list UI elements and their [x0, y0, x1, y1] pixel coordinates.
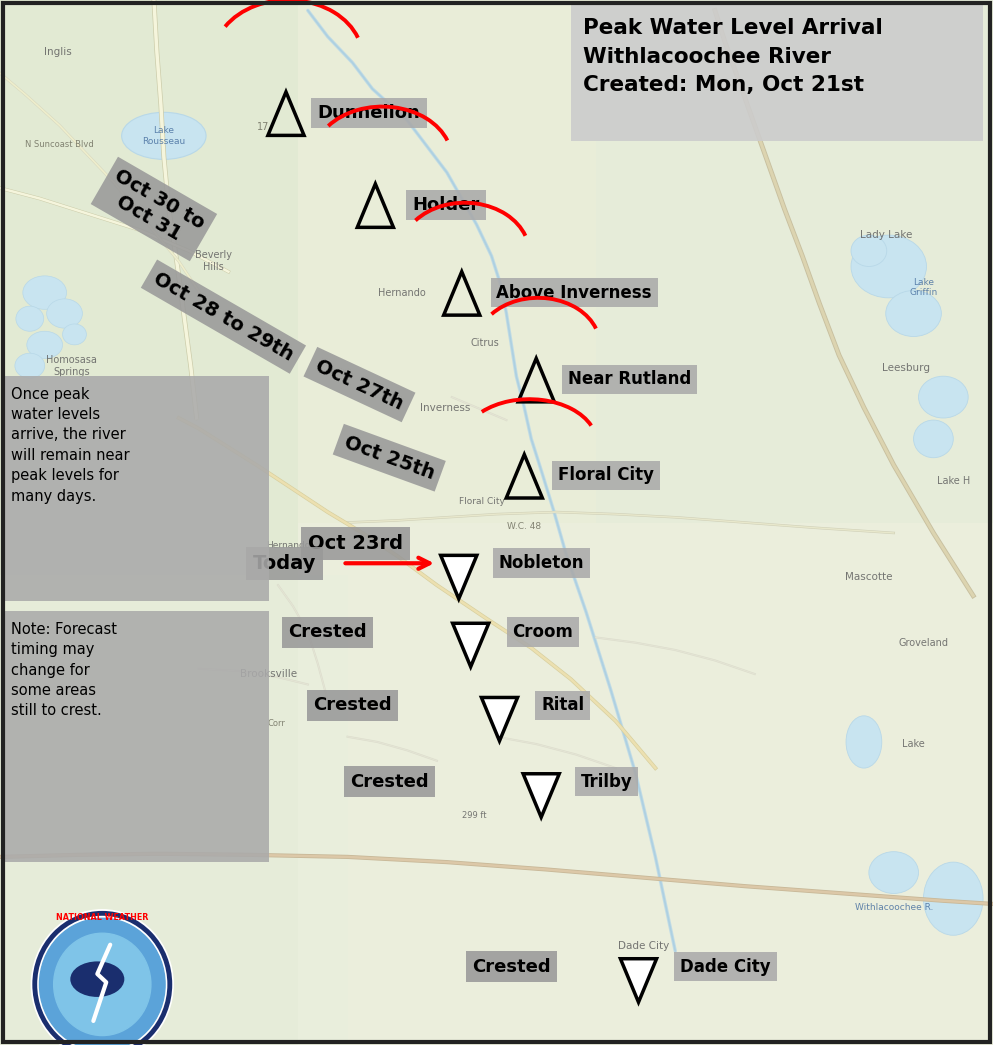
Text: 17: 17: [257, 122, 269, 133]
Text: Oct 25th: Oct 25th: [342, 433, 437, 483]
Bar: [596, 0, 993, 522]
Text: Crested: Crested: [313, 696, 392, 715]
FancyBboxPatch shape: [571, 5, 983, 141]
Ellipse shape: [15, 353, 45, 378]
Ellipse shape: [923, 862, 983, 935]
Text: Corr: Corr: [267, 719, 285, 727]
Text: Oct 28 to 29th: Oct 28 to 29th: [150, 269, 297, 365]
Circle shape: [40, 919, 165, 1045]
Text: Crested: Crested: [472, 957, 551, 976]
Text: N Suncoast Blvd: N Suncoast Blvd: [25, 140, 94, 148]
Circle shape: [54, 933, 151, 1036]
Text: Lake: Lake: [903, 739, 924, 749]
Text: Peak Water Level Arrival
Withlacoochee River
Created: Mon, Oct 21st: Peak Water Level Arrival Withlacoochee R…: [583, 18, 883, 95]
Text: Citrus: Citrus: [471, 338, 498, 348]
Text: Crested: Crested: [288, 623, 367, 642]
Ellipse shape: [886, 291, 941, 336]
Text: Groveland: Groveland: [899, 637, 948, 648]
Text: Dade City: Dade City: [680, 957, 771, 976]
Text: Lake H: Lake H: [936, 475, 970, 486]
Text: Inglis: Inglis: [44, 47, 71, 57]
Text: Nobleton: Nobleton: [498, 554, 584, 573]
Ellipse shape: [846, 716, 882, 768]
Text: Homosasa
Springs: Homosasa Springs: [46, 355, 97, 376]
Text: Above Inverness: Above Inverness: [496, 283, 652, 302]
Ellipse shape: [869, 852, 919, 893]
Text: Floral City: Floral City: [558, 466, 654, 485]
Ellipse shape: [16, 306, 44, 331]
Text: Oct 30 to
Oct 31: Oct 30 to Oct 31: [100, 166, 208, 252]
Polygon shape: [621, 958, 656, 1002]
Text: NATIONAL WEATHER: NATIONAL WEATHER: [56, 913, 149, 922]
Text: Today: Today: [253, 554, 317, 573]
Polygon shape: [453, 623, 489, 667]
Text: Dade City: Dade City: [618, 940, 669, 951]
Polygon shape: [482, 697, 517, 741]
Text: Crested: Crested: [350, 772, 429, 791]
Ellipse shape: [121, 112, 207, 160]
Text: Hernando: Hernando: [378, 287, 426, 298]
Text: Lady Lake: Lady Lake: [860, 230, 912, 240]
Text: 299 ft: 299 ft: [463, 811, 487, 819]
FancyBboxPatch shape: [3, 611, 269, 862]
Ellipse shape: [71, 961, 124, 997]
Text: Dunnellon: Dunnellon: [318, 103, 420, 122]
FancyBboxPatch shape: [3, 376, 269, 601]
Bar: [0, 575, 348, 1045]
Ellipse shape: [914, 420, 953, 458]
Text: Brooksville: Brooksville: [239, 669, 297, 679]
Text: Floral City: Floral City: [459, 497, 504, 506]
Text: Rital: Rital: [541, 696, 584, 715]
Bar: [298, 522, 993, 1045]
Text: W.C. 48: W.C. 48: [507, 522, 541, 531]
Text: 52: 52: [91, 990, 103, 1000]
Text: Beverly
Hills: Beverly Hills: [195, 251, 232, 272]
Text: Withlacoochee R.: Withlacoochee R.: [855, 903, 932, 911]
Ellipse shape: [23, 276, 67, 309]
Bar: [0, 0, 298, 575]
Circle shape: [32, 910, 173, 1045]
Text: Hernando: Hernando: [266, 541, 310, 550]
Text: Once peak
water levels
arrive, the river
will remain near
peak levels for
many d: Once peak water levels arrive, the river…: [11, 387, 129, 504]
Text: Near Rutland: Near Rutland: [568, 370, 691, 389]
Ellipse shape: [851, 235, 926, 298]
Text: Holder: Holder: [412, 195, 480, 214]
Text: Oct 23rd: Oct 23rd: [308, 534, 403, 553]
Text: Trilby: Trilby: [581, 772, 633, 791]
Text: Inverness: Inverness: [420, 402, 470, 413]
Text: Leesburg: Leesburg: [882, 363, 929, 373]
Text: Lake
Griffin: Lake Griffin: [910, 278, 937, 297]
Text: Mascotte: Mascotte: [845, 572, 893, 582]
Polygon shape: [441, 555, 477, 599]
Ellipse shape: [63, 324, 86, 345]
Ellipse shape: [27, 331, 63, 358]
Text: Oct 27th: Oct 27th: [313, 356, 406, 413]
Polygon shape: [523, 773, 559, 817]
Ellipse shape: [851, 235, 887, 266]
Text: Note: Forecast
timing may
change for
some areas
still to crest.: Note: Forecast timing may change for som…: [11, 622, 117, 718]
Text: Croom: Croom: [512, 623, 573, 642]
Ellipse shape: [919, 376, 968, 418]
Ellipse shape: [47, 299, 82, 328]
Text: Lake
Rousseau: Lake Rousseau: [142, 126, 186, 145]
